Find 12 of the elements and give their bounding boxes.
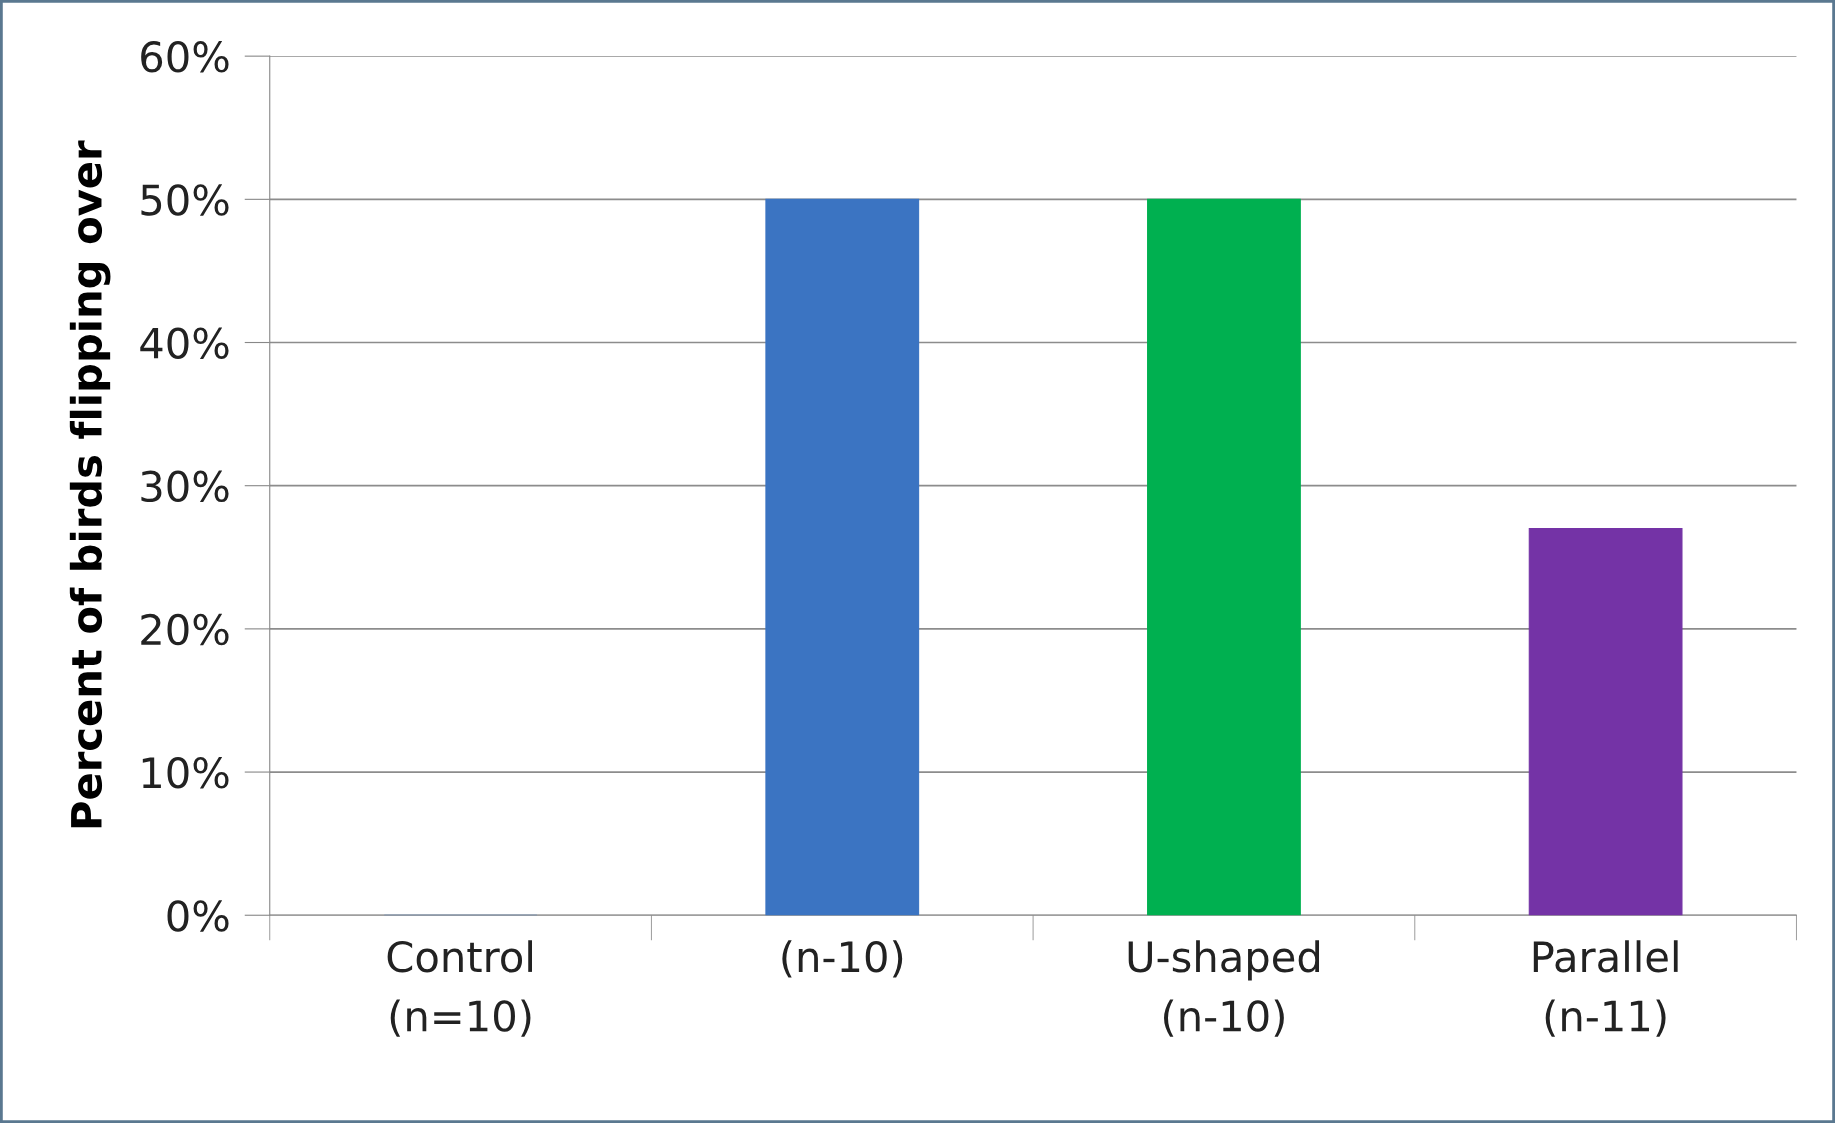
y-tick-label: 60%	[141, 41, 229, 73]
y-tick-label: 10%	[142, 756, 229, 789]
y-tick-label: 40%	[140, 327, 229, 359]
x-tick-label: (n-10)	[782, 940, 903, 978]
y-axis-title: Percent of birds flipping over	[69, 140, 111, 828]
y-tick-label: 50%	[141, 184, 229, 216]
x-tick-label: U-shaped (n-10)	[1128, 940, 1320, 1037]
x-tick-label: Control (n=10)	[387, 940, 532, 1037]
y-tick-label: 20%	[141, 613, 229, 646]
y-tick-label: 30%	[141, 470, 229, 503]
y-tick-label: 0%	[167, 900, 229, 932]
x-tick-label: Parallel (n-11)	[1533, 940, 1678, 1037]
